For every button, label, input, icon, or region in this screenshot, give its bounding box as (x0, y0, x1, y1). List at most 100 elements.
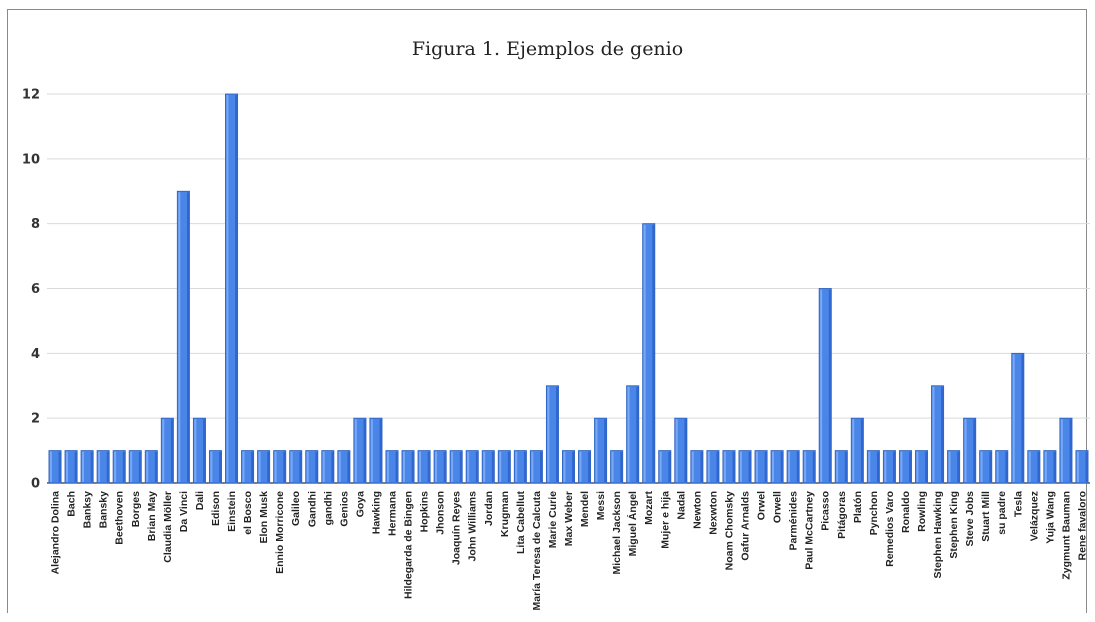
bar-shade (796, 451, 799, 482)
bar-shade (267, 451, 270, 482)
bar-highlight (932, 386, 935, 482)
bar-highlight (162, 419, 165, 482)
bar-shade (331, 451, 334, 482)
bar (898, 450, 912, 484)
bar (48, 450, 62, 484)
bar (433, 450, 447, 484)
x-tick-label: Mujer e hija (659, 491, 671, 549)
bar-highlight (242, 451, 245, 482)
y-tick-label: 8 (31, 217, 40, 232)
bar (674, 417, 688, 484)
bar (192, 417, 206, 484)
bar-shade (74, 451, 77, 482)
bar-rect (321, 450, 335, 484)
x-tick-label: Pitágoras (836, 491, 848, 539)
bar-shade (973, 419, 976, 482)
bar-highlight (322, 451, 325, 482)
bar-shade (828, 289, 831, 482)
bar-shade (138, 451, 141, 482)
bar-highlight (146, 451, 149, 482)
x-tick-label: Goya (354, 491, 366, 517)
x-tick-label: Orwel (756, 491, 768, 520)
x-tick-label: Miguel Ángel (626, 491, 639, 556)
bar-shade (251, 451, 254, 482)
bar-shade (540, 451, 543, 482)
bar-rect (610, 450, 624, 484)
bar (802, 450, 816, 484)
bar-rect (449, 450, 463, 484)
bar-shade (411, 451, 414, 482)
bar-highlight (130, 451, 133, 482)
bar-rect (241, 450, 255, 484)
bar-highlight (114, 451, 117, 482)
bar (225, 93, 239, 484)
bar-rect (963, 417, 977, 484)
x-tick-label: su padre (996, 491, 1008, 535)
bar-rect (931, 385, 945, 484)
x-tick-label: Yuja Wang (1044, 491, 1056, 544)
chart-title: Figura 1. Ejemplos de genio (411, 38, 684, 60)
bar-shade (941, 386, 944, 482)
bar-highlight (836, 451, 839, 482)
bar-rect (562, 450, 575, 484)
bar-rect (337, 450, 351, 484)
bar (369, 417, 383, 484)
x-tick-label: Brian May (146, 491, 158, 541)
bar-shade (122, 451, 125, 482)
bar-shade (299, 451, 302, 482)
x-tick-label: Bansky (98, 491, 110, 529)
bar-shade (1021, 354, 1024, 482)
bar-rect (305, 450, 319, 484)
x-tick-label: Zygmunt Bauman (1060, 491, 1072, 580)
x-tick-label: Newton (691, 491, 703, 529)
bar-shade (90, 451, 93, 482)
bar (1043, 450, 1057, 484)
bar-highlight (1012, 354, 1015, 482)
bar-highlight (386, 451, 389, 482)
bar-shade (812, 451, 815, 482)
bar-shade (379, 419, 382, 482)
bar-rect (353, 417, 367, 484)
bar-shade (748, 451, 751, 482)
bar-rect (385, 450, 399, 484)
bar-rect (674, 417, 688, 484)
bar-highlight (1076, 451, 1079, 482)
bar-rect (770, 450, 784, 484)
x-axis-ticks: Alejandro Dolina Bach Banksy Bansky Beethove… (50, 491, 1089, 611)
bar-shade (443, 451, 446, 482)
bar (497, 450, 511, 484)
bar (882, 450, 896, 484)
bar (529, 450, 543, 484)
bar (273, 450, 287, 484)
bar-highlight (418, 451, 421, 482)
bar (321, 450, 335, 484)
bar-shade (363, 419, 366, 482)
bar-rect (369, 417, 383, 484)
bar-highlight (563, 451, 566, 482)
bar-shade (1069, 419, 1072, 482)
x-tick-label: Hildegarda de Bingen (403, 491, 415, 599)
bar-shade (957, 451, 960, 482)
x-tick-label: Joaquín Reyes (451, 491, 463, 565)
bar (257, 450, 271, 484)
bar-highlight (772, 451, 775, 482)
y-tick-label: 2 (31, 412, 40, 427)
bar (64, 450, 78, 484)
bar (578, 450, 592, 484)
bar-shade (588, 451, 591, 482)
bar-shade (844, 451, 847, 482)
bar (947, 450, 961, 484)
x-tick-label: Alejandro Dolina (50, 491, 62, 575)
bar-rect (529, 450, 543, 484)
bar-shade (170, 419, 173, 482)
bar (690, 450, 704, 484)
bar-highlight (852, 419, 855, 482)
bar-highlight (178, 192, 181, 482)
bar-highlight (996, 451, 999, 482)
bar-rect (273, 450, 287, 484)
bar-rect (96, 450, 110, 484)
bar-rect (722, 450, 736, 484)
x-tick-label: Jordan (483, 491, 495, 526)
bar-rect (225, 93, 239, 484)
bar (915, 450, 929, 484)
